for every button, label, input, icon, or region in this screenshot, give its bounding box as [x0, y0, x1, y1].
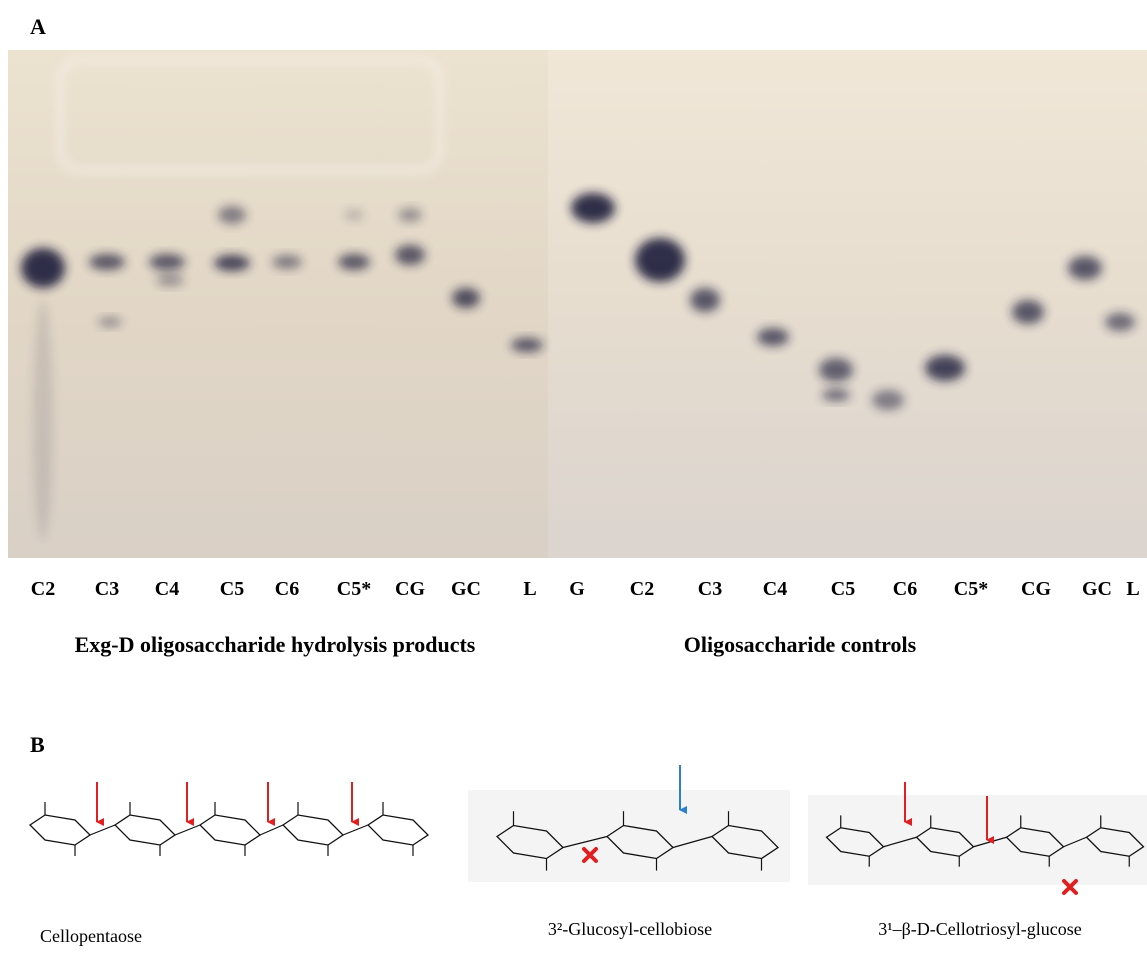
- gel-spot: [872, 390, 904, 410]
- lane-label: C6: [893, 578, 917, 600]
- structures: [28, 802, 1145, 871]
- gel-spot: [338, 254, 370, 270]
- lane-label: L: [523, 578, 536, 600]
- lane-label: CG: [1021, 578, 1051, 600]
- glycosidic-bond: [89, 824, 116, 836]
- gel-spot: [822, 389, 850, 401]
- gel-spot: [635, 238, 685, 282]
- glycosidic-bond: [342, 824, 369, 836]
- lane-labels: C2 C3 C4 C5 C6 C5* CG GC L G C2 C3 C4 C5 C6 C5* CG GC L: [31, 578, 1140, 600]
- gel-spot: [98, 317, 122, 327]
- lane-label: G: [569, 578, 585, 600]
- gel-spot: [1012, 300, 1044, 324]
- gel-spot: [1068, 256, 1102, 280]
- gel-spot: [571, 193, 615, 223]
- glycosidic-bond: [562, 835, 608, 849]
- lane-label: C3: [698, 578, 722, 600]
- lane-label: C4: [155, 578, 179, 600]
- lane-label: CG: [395, 578, 425, 600]
- lane-label: GC: [451, 578, 481, 600]
- gel-spot: [925, 355, 965, 381]
- gel-spots: [21, 57, 1135, 540]
- cleavage-arrows: [96, 765, 994, 844]
- lane-label: GC: [1082, 578, 1112, 600]
- lane-label: C5: [831, 578, 855, 600]
- sugar-ring: [281, 814, 345, 846]
- panel-label: A: [30, 14, 46, 39]
- sugar-ring: [198, 814, 262, 846]
- glycosidic-bond: [672, 835, 713, 849]
- lane-label: C2: [31, 578, 55, 600]
- structure-name: 3¹–β-D-Cellotriosyl-glucose: [878, 919, 1082, 939]
- glycosidic-bond: [883, 836, 917, 848]
- gel-spot: [156, 274, 184, 286]
- structure-bg: [808, 795, 1147, 885]
- gel-spot: [398, 208, 422, 222]
- gel-spot: [1105, 313, 1135, 331]
- lane-label: C2: [630, 578, 654, 600]
- gel-spot: [214, 255, 250, 271]
- gel-glare: [57, 57, 443, 173]
- gel-spot: [819, 358, 853, 382]
- sugar-ring: [113, 814, 177, 846]
- lane-label: C5*: [954, 578, 988, 600]
- lane-label: C4: [763, 578, 787, 600]
- glycosidic-bond: [174, 824, 201, 836]
- glycosidic-bond: [1063, 836, 1087, 848]
- gel-spot: [344, 209, 364, 221]
- lane-label: C6: [275, 578, 299, 600]
- blocked-marks: [582, 847, 1078, 895]
- glycosidic-bond: [259, 824, 284, 836]
- gel-spot: [690, 288, 720, 312]
- gel-spot: [272, 255, 302, 269]
- lane-label: C3: [95, 578, 119, 600]
- gel-spot: [395, 245, 425, 265]
- gel-spot: [149, 254, 185, 270]
- panel-label: B: [30, 732, 45, 757]
- gel-spot: [89, 254, 125, 270]
- structure-name: 3²-Glucosyl-cellobiose: [548, 919, 712, 939]
- sugar-ring: [28, 814, 92, 846]
- gel-spot: [511, 338, 543, 352]
- lane-label: L: [1126, 578, 1139, 600]
- structure-bg: [468, 790, 790, 882]
- caption: Oligosaccharide controls: [684, 632, 917, 657]
- sugar-ring: [366, 814, 430, 846]
- structure-name: Cellopentaose: [40, 926, 142, 946]
- lane-label: C5*: [337, 578, 371, 600]
- gel-spot: [452, 288, 480, 308]
- gel-spot: [33, 300, 53, 540]
- lane-label: C5: [220, 578, 244, 600]
- caption: Exg-D oligosaccharide hydrolysis product…: [75, 632, 476, 657]
- gel-spot: [21, 248, 65, 288]
- gel-right: [548, 50, 1147, 558]
- gel-spot: [757, 328, 789, 346]
- gel-spot: [218, 206, 246, 224]
